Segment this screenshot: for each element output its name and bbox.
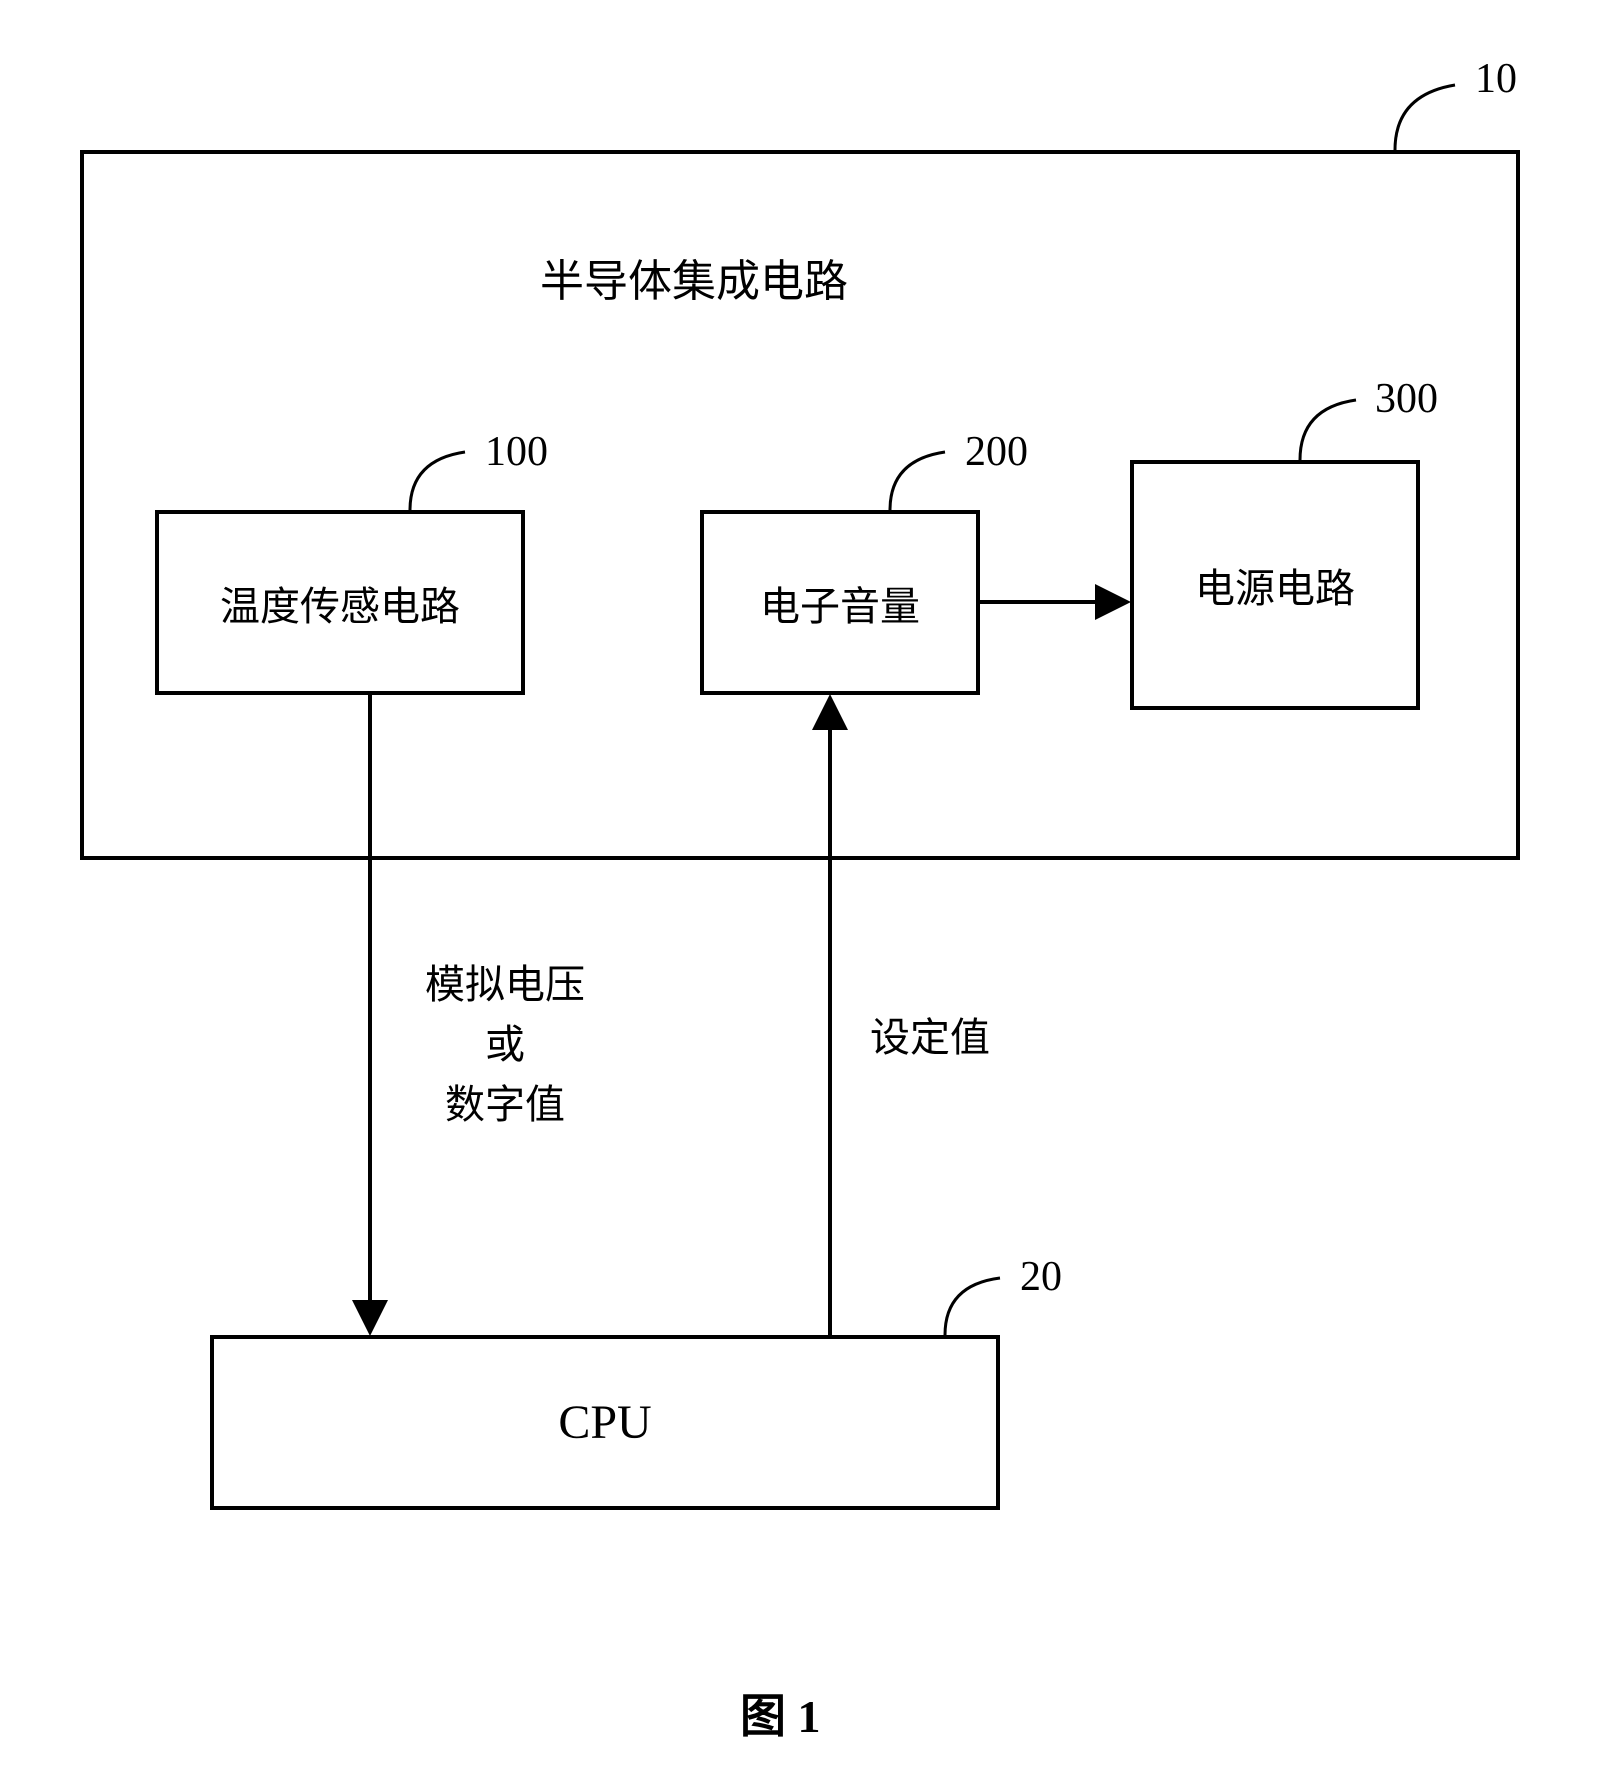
edge-label-analog-line2: 或 bbox=[485, 1022, 525, 1067]
figure-caption: 图 1 bbox=[740, 1680, 821, 1746]
arrows bbox=[0, 0, 1612, 1782]
edge-label-analog: 模拟电压 或 数字值 bbox=[405, 955, 605, 1135]
diagram-canvas: 半导体集成电路 10 温度传感电路 100 电子音量 200 电源电路 300 … bbox=[0, 0, 1612, 1782]
edge-label-analog-line1: 模拟电压 bbox=[425, 962, 585, 1007]
edge-label-setvalue: 设定值 bbox=[870, 1005, 990, 1063]
edge-label-analog-line3: 数字值 bbox=[445, 1082, 565, 1127]
